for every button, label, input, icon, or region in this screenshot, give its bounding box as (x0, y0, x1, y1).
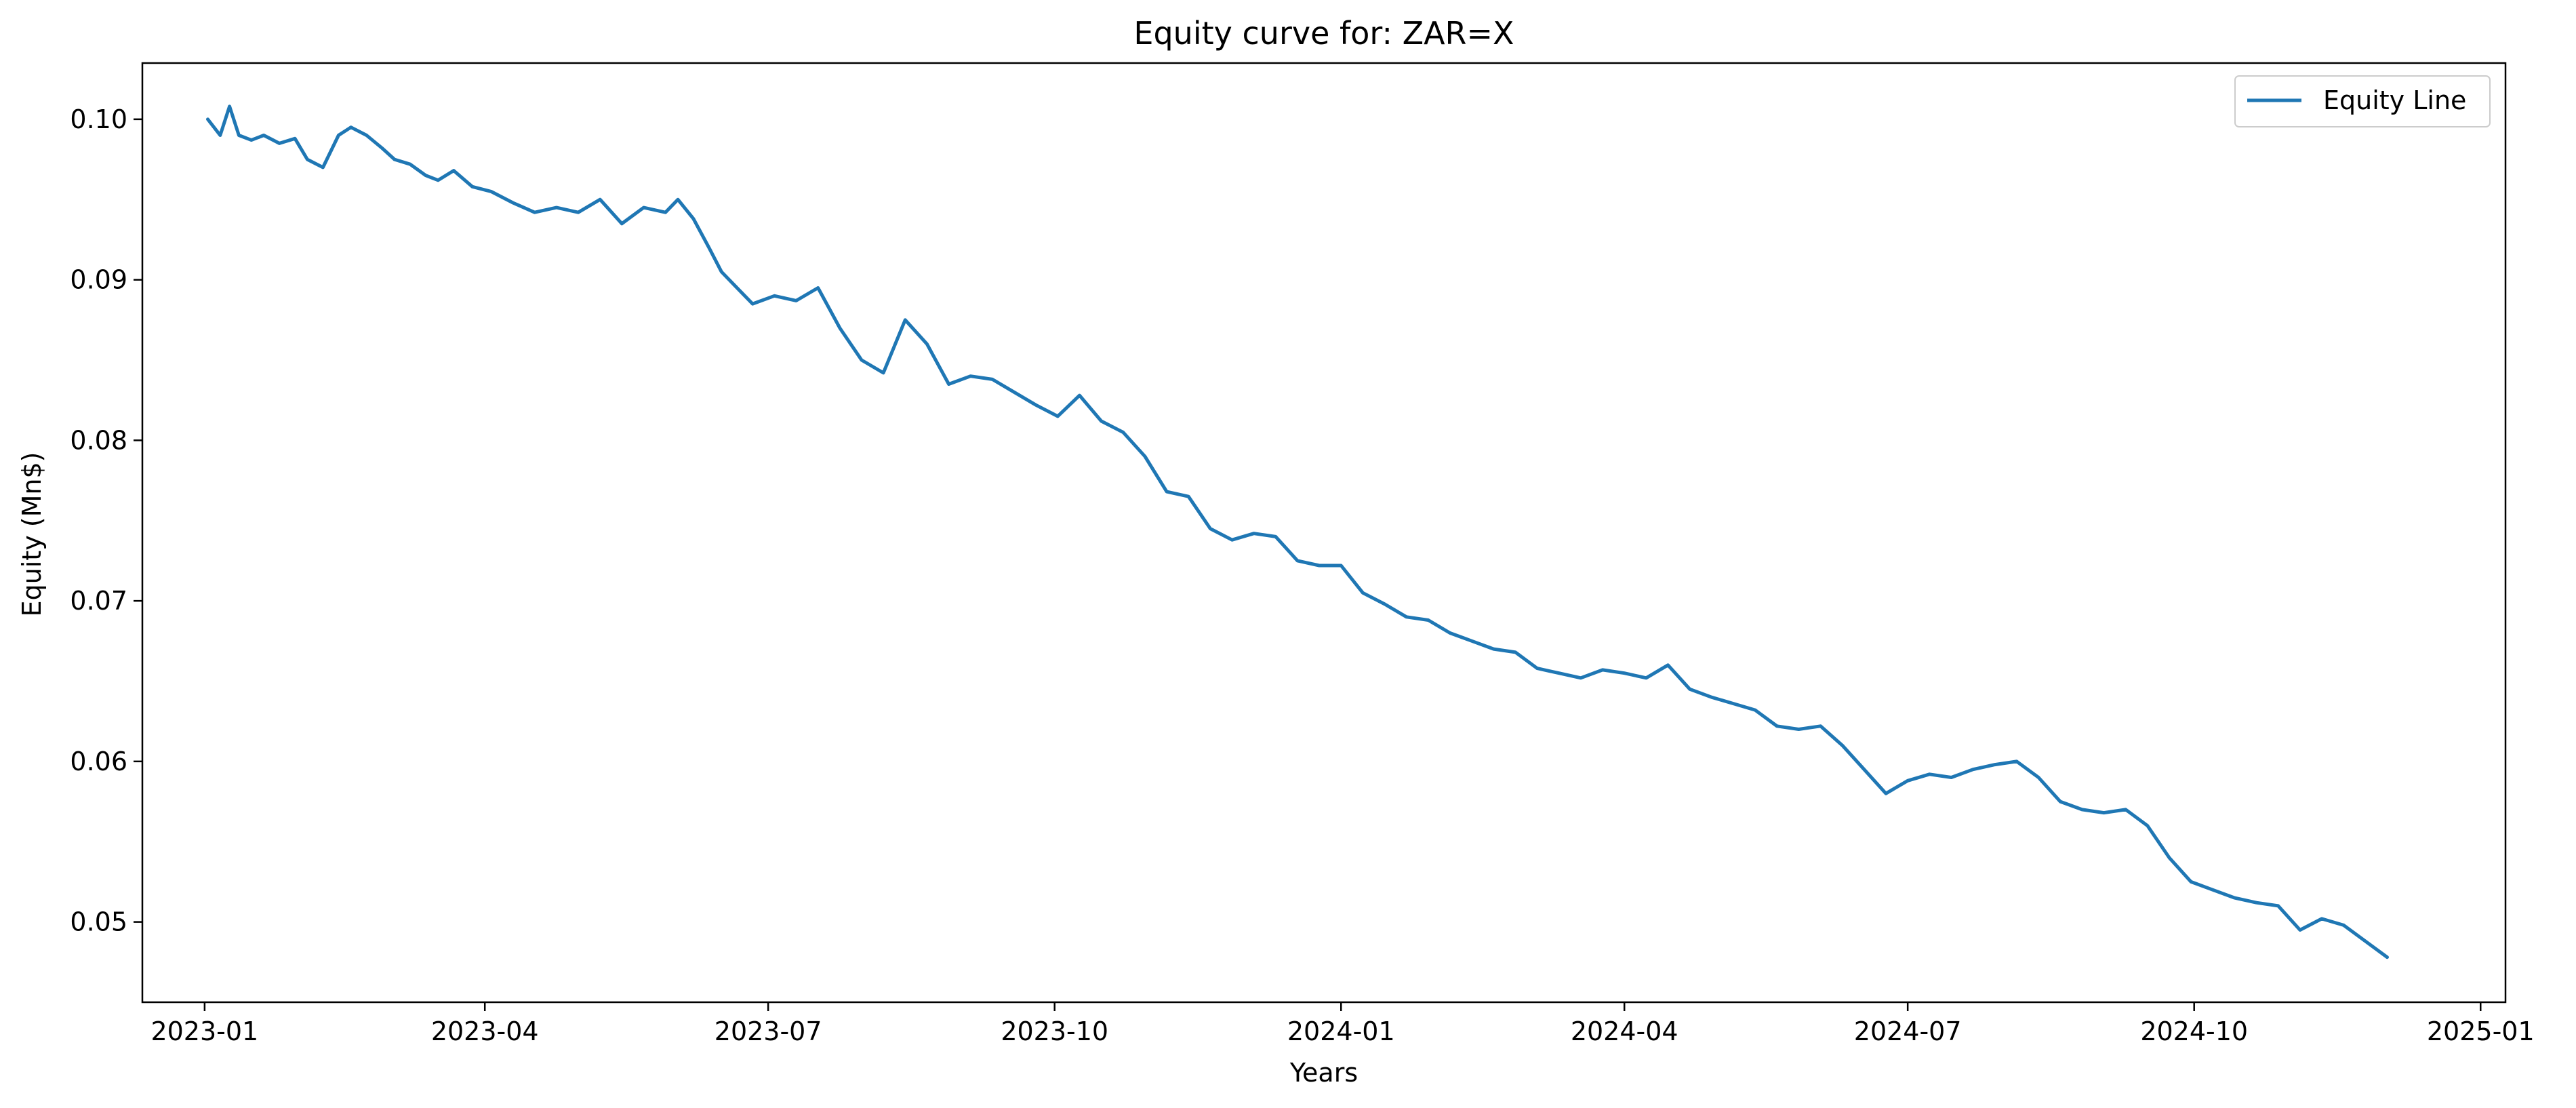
x-tick-label: 2024-01 (1287, 1016, 1395, 1046)
y-tick-label: 0.05 (70, 907, 127, 937)
chart-title: Equity curve for: ZAR=X (1133, 15, 1514, 52)
x-tick-label: 2025-01 (2427, 1016, 2535, 1046)
x-tick-label: 2023-01 (150, 1016, 258, 1046)
legend-box (2234, 75, 2491, 127)
y-tick-label: 0.06 (70, 747, 127, 776)
y-tick-label: 0.09 (70, 265, 127, 295)
x-axis-ticks: 2023-01 2023-04 2023-07 2023-10 2024-01 2024-… (150, 1002, 2535, 1046)
y-axis-label: Equity (Mn$) (17, 452, 47, 617)
plot-frame (141, 62, 2507, 1004)
x-tick-label: 2023-10 (1001, 1016, 1108, 1046)
x-tick-label: 2024-04 (1571, 1016, 1678, 1046)
y-tick-label: 0.08 (70, 425, 127, 455)
y-tick-label: 0.07 (70, 586, 127, 616)
plot-lines (206, 104, 2389, 959)
legend-label: Equity Line (2323, 85, 2466, 115)
x-tick-label: 2024-10 (2140, 1016, 2248, 1046)
x-tick-label: 2024-07 (1854, 1016, 1962, 1046)
x-tick-label: 2023-07 (715, 1016, 822, 1046)
legend: Equity Line (2234, 75, 2491, 127)
y-tick-label: 0.10 (70, 104, 127, 134)
y-axis-ticks: 0.05 0.06 0.07 0.08 0.09 0.10 (70, 104, 142, 937)
x-tick-label: 2023-04 (431, 1016, 539, 1046)
x-axis-label: Years (1289, 1058, 1358, 1088)
series-line (206, 104, 2389, 959)
